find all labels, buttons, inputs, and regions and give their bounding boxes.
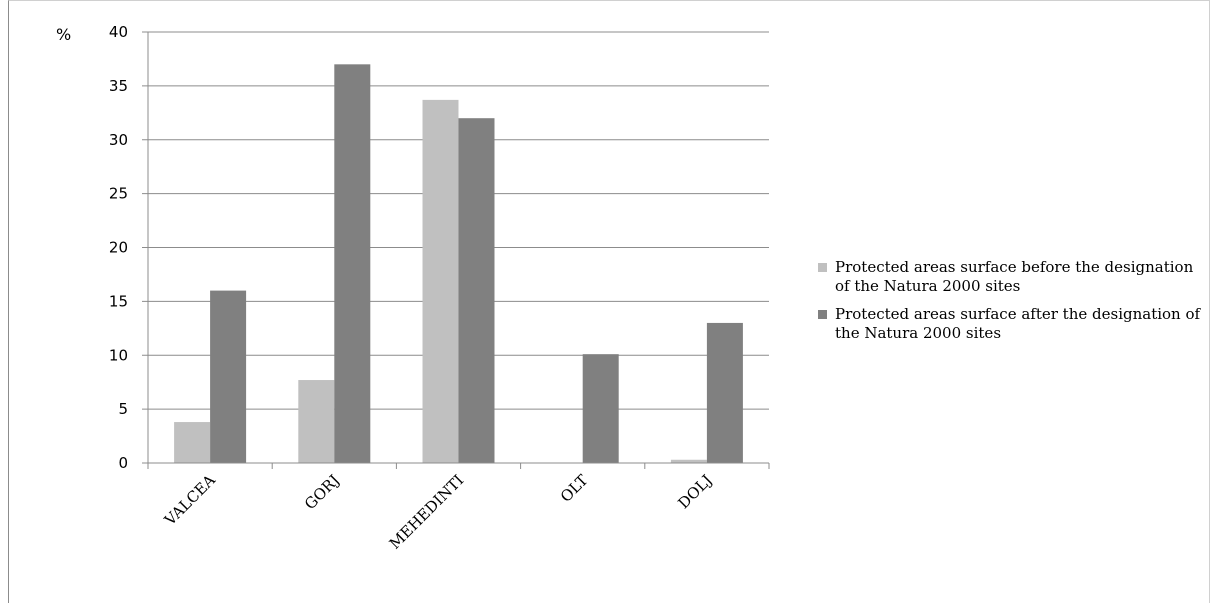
- y-tick-label-35: 35: [109, 77, 128, 95]
- legend-swatch-after: [818, 310, 827, 319]
- y-tick-label-15: 15: [109, 292, 128, 310]
- x-tick-label-mehedinti: MEHEDINTI: [386, 471, 468, 553]
- y-tick-label-0: 0: [118, 454, 128, 472]
- bar-mehedinti-before: [422, 99, 459, 463]
- y-tick-label-20: 20: [109, 239, 128, 257]
- legend: Protected areas surface before the desig…: [818, 258, 1203, 352]
- y-tick-label-40: 40: [109, 23, 128, 41]
- chart-frame: [8, 0, 1210, 603]
- x-tick-label-olt: OLT: [557, 471, 592, 506]
- y-tick-label-25: 25: [109, 185, 128, 203]
- bar-gorj-before: [298, 380, 335, 463]
- y-tick-label-10: 10: [109, 346, 128, 364]
- bar-olt-after: [582, 354, 619, 463]
- y-tick-labels: 0 5 10 15 20 25 30 35 40: [109, 23, 128, 472]
- legend-swatch-before: [818, 263, 827, 272]
- bar-valcea-before: [174, 422, 211, 463]
- x-tick-label-gorj: GORJ: [301, 471, 343, 513]
- x-tick-label-valcea: VALCEA: [160, 471, 219, 530]
- legend-label-before: Protected areas surface before the desig…: [835, 258, 1194, 295]
- y-tick-label-5: 5: [118, 400, 128, 418]
- legend-item-after: Protected areas surface after the design…: [818, 305, 1203, 343]
- y-tick-label-30: 30: [109, 131, 128, 149]
- bar-valcea-after: [210, 290, 247, 463]
- bar-gorj-after: [334, 64, 371, 463]
- bar-mehedinti-after: [458, 118, 495, 463]
- bar-dolj-after: [706, 322, 743, 463]
- y-axis-unit-label: %: [56, 25, 71, 44]
- axes: [142, 31, 770, 469]
- x-tick-labels: VALCEA GORJ MEHEDINTI OLT DOLJ: [160, 471, 715, 553]
- bars: [174, 64, 743, 463]
- legend-item-before: Protected areas surface before the desig…: [818, 258, 1203, 296]
- x-tick-label-dolj: DOLJ: [674, 471, 715, 512]
- legend-label-after: Protected areas surface after the design…: [835, 305, 1201, 342]
- bar-dolj-before: [670, 459, 707, 463]
